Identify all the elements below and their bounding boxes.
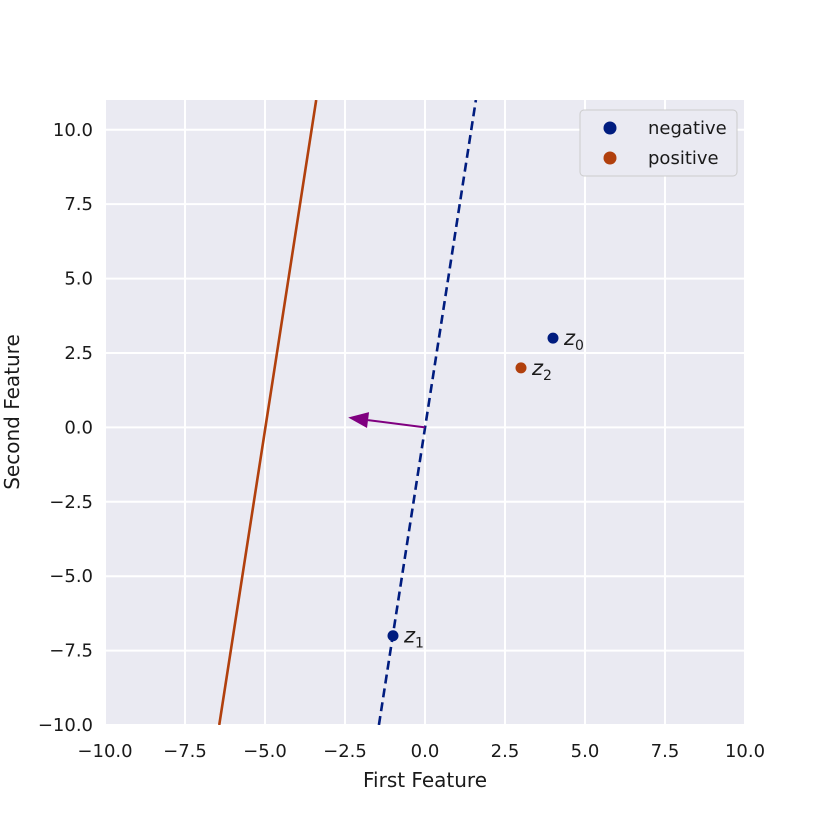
y-tick-label: −2.5 <box>49 492 93 513</box>
decision-boundary-solid <box>217 100 318 725</box>
x-tick-label: 2.5 <box>491 741 520 762</box>
legend-marker <box>603 121 617 135</box>
legend: negative positive <box>579 109 738 177</box>
x-tick-label: −5.0 <box>243 741 287 762</box>
x-tick-label: 0.0 <box>411 741 440 762</box>
weight-vector-arrow <box>367 419 426 429</box>
y-tick-labels: −10.0 −7.5 −5.0 −2.5 0.0 2.5 5.0 7.5 10.0 <box>38 120 93 736</box>
x-tick-label: −7.5 <box>163 741 207 762</box>
y-tick-label: 5.0 <box>64 269 93 290</box>
y-tick-label: 0.0 <box>64 417 93 438</box>
decision-boundary-dashed <box>377 100 478 725</box>
x-tick-labels: −10.0 −7.5 −5.0 −2.5 0.0 2.5 5.0 7.5 10.0 <box>77 741 765 762</box>
x-axis-label: First Feature <box>363 768 487 792</box>
chart-marks <box>217 100 478 725</box>
x-tick-label: 10.0 <box>725 741 765 762</box>
point-label-subscript: 0 <box>575 338 584 354</box>
x-tick-label: −2.5 <box>323 741 367 762</box>
point-label-subscript: 1 <box>415 636 424 652</box>
legend-marker <box>603 151 617 165</box>
y-tick-label: 2.5 <box>64 343 93 364</box>
arrow-head <box>348 412 370 429</box>
x-tick-label: −10.0 <box>77 741 132 762</box>
legend-label: positive <box>648 148 719 169</box>
y-tick-label: −7.5 <box>49 641 93 662</box>
y-axis-label: Second Feature <box>0 334 24 490</box>
data-point-negative <box>547 332 559 344</box>
data-point-negative <box>387 630 399 642</box>
y-tick-label: 10.0 <box>53 120 93 141</box>
legend-box <box>579 109 738 177</box>
x-tick-label: 5.0 <box>571 741 600 762</box>
data-point-positive <box>515 362 527 374</box>
point-label-subscript: 2 <box>543 368 552 384</box>
x-tick-label: 7.5 <box>651 741 680 762</box>
y-tick-label: −10.0 <box>38 715 93 736</box>
y-tick-label: −5.0 <box>49 566 93 587</box>
y-tick-label: 7.5 <box>64 194 93 215</box>
legend-label: negative <box>648 118 727 139</box>
